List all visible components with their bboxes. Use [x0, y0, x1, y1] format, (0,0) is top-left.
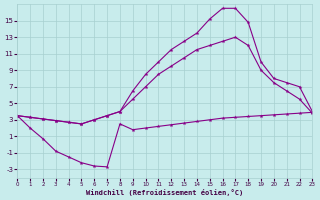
X-axis label: Windchill (Refroidissement éolien,°C): Windchill (Refroidissement éolien,°C): [86, 189, 244, 196]
